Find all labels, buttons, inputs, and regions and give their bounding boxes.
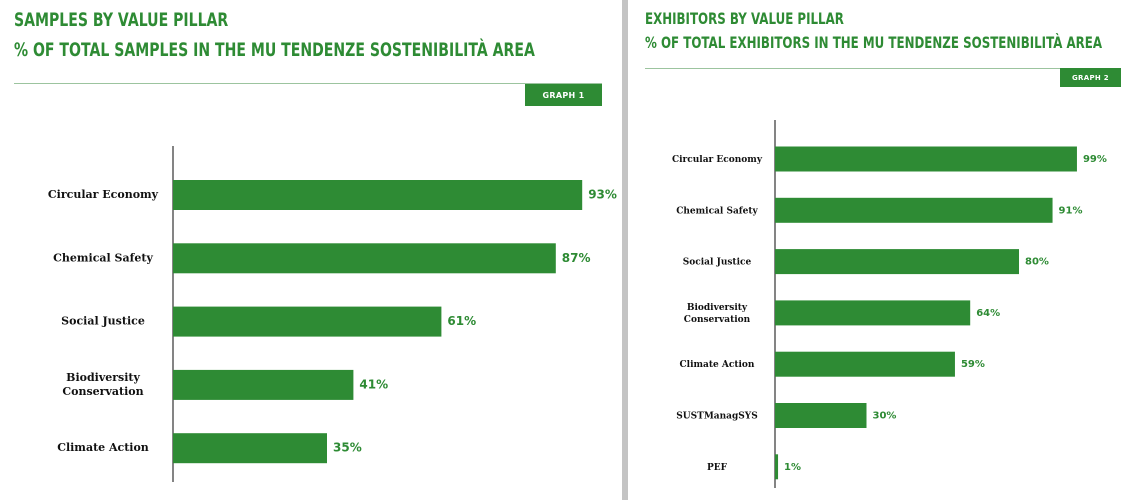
bar (775, 249, 1019, 275)
graph-badge: GRAPH 1 (525, 84, 602, 106)
chart-title: EXHIBITORS BY VALUE PILLAR (645, 9, 844, 28)
bar (173, 180, 583, 210)
category-label: Biodiversity Conservation (62, 371, 143, 398)
bar (775, 197, 1053, 223)
bar (173, 433, 327, 464)
data-label: 30% (873, 411, 897, 422)
data-label: 91% (1059, 205, 1083, 216)
samples-bar-chart: 93% Circular Economy 87% Chemical Safety 61%… (48, 146, 617, 482)
data-label: 80% (1025, 257, 1049, 268)
category-label: Social Justice (61, 315, 145, 328)
bar (173, 243, 556, 274)
data-label: 87% (562, 251, 591, 265)
category-label: PEF (707, 462, 728, 472)
category-label: Chemical Safety (676, 206, 758, 216)
bar (775, 351, 955, 377)
chart-title: SAMPLES BY VALUE PILLAR (14, 9, 229, 31)
samples-chart-panel: SAMPLES BY VALUE PILLAR % OF TOTAL SAMPL… (14, 9, 617, 482)
bar (775, 454, 779, 480)
bar (173, 369, 354, 400)
panel-divider (622, 0, 628, 500)
data-label: 93% (588, 188, 617, 202)
category-label: Circular Economy (48, 188, 159, 201)
header-rule (645, 68, 1121, 69)
chart-subtitle: % OF TOTAL SAMPLES IN THE MU TENDENZE SO… (14, 39, 535, 61)
data-label: 61% (447, 314, 476, 328)
exhibitors-bar-chart: 99% Circular Economy 91% Chemical Safety 80%… (672, 120, 1107, 488)
data-label: 99% (1083, 154, 1107, 165)
data-label: 59% (961, 359, 985, 370)
exhibitors-chart-panel: EXHIBITORS BY VALUE PILLAR % OF TOTAL EX… (628, 0, 1140, 500)
category-label: Climate Action (57, 441, 149, 454)
category-label: Climate Action (680, 360, 755, 370)
bar (173, 306, 442, 337)
graph-badge: GRAPH 2 (1060, 68, 1121, 87)
category-label: Chemical Safety (53, 251, 153, 264)
data-label: 41% (359, 377, 388, 391)
bar (775, 146, 1077, 172)
bar (775, 300, 971, 326)
bar (775, 403, 867, 428)
category-label: Social Justice (683, 257, 752, 267)
data-label: 35% (333, 441, 362, 455)
data-label: 1% (784, 462, 801, 473)
chart-subtitle: % OF TOTAL EXHIBITORS IN THE MU TENDENZE… (645, 33, 1103, 52)
data-label: 64% (976, 308, 1000, 319)
category-label: Circular Economy (672, 155, 763, 165)
header-rule (14, 83, 602, 84)
category-label: Biodiversity Conservation (684, 302, 751, 324)
category-label: SUSTManagSYS (676, 411, 757, 421)
